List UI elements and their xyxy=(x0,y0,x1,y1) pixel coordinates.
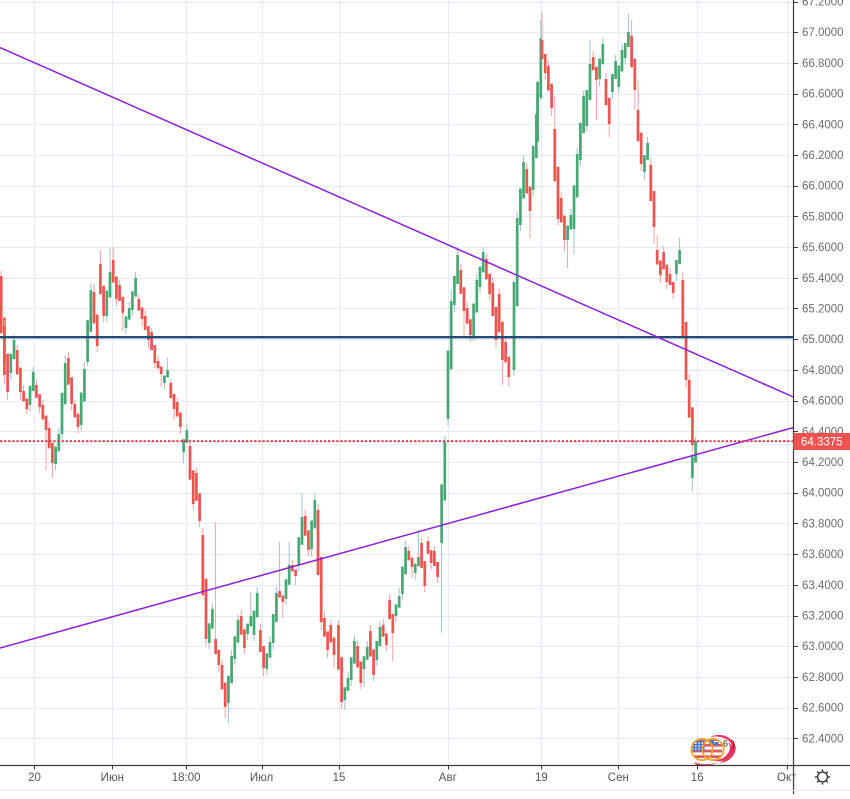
svg-text:66.4000: 66.4000 xyxy=(802,119,844,131)
svg-text:63.0000: 63.0000 xyxy=(802,641,844,653)
svg-text:Окт: Окт xyxy=(777,772,797,784)
svg-text:65.8000: 65.8000 xyxy=(802,211,844,223)
svg-text:66.2000: 66.2000 xyxy=(802,150,844,162)
svg-text:63.8000: 63.8000 xyxy=(802,518,844,530)
svg-text:18:00: 18:00 xyxy=(172,772,201,784)
svg-text:15: 15 xyxy=(333,772,346,784)
svg-text:63.2000: 63.2000 xyxy=(802,611,844,623)
svg-text:62.8000: 62.8000 xyxy=(802,672,844,684)
svg-text:Июл: Июл xyxy=(250,772,273,784)
svg-text:20: 20 xyxy=(28,772,41,784)
svg-text:65.6000: 65.6000 xyxy=(802,242,844,254)
svg-text:64.6000: 64.6000 xyxy=(802,396,844,408)
svg-text:Сен: Сен xyxy=(608,772,629,784)
svg-text:64.0000: 64.0000 xyxy=(802,488,844,500)
svg-text:66.8000: 66.8000 xyxy=(802,58,844,70)
svg-text:64.8000: 64.8000 xyxy=(802,365,844,377)
svg-text:62.4000: 62.4000 xyxy=(802,733,844,745)
svg-text:66.6000: 66.6000 xyxy=(802,89,844,101)
svg-text:65.4000: 65.4000 xyxy=(802,273,844,285)
svg-text:63.4000: 63.4000 xyxy=(802,580,844,592)
svg-text:65.0000: 65.0000 xyxy=(802,334,844,346)
svg-text:Авг: Авг xyxy=(439,772,457,784)
svg-text:67.0000: 67.0000 xyxy=(802,27,844,39)
svg-text:62.6000: 62.6000 xyxy=(802,703,844,715)
svg-text:64.3375: 64.3375 xyxy=(801,437,843,449)
svg-text:19: 19 xyxy=(535,772,548,784)
svg-text:64.2000: 64.2000 xyxy=(802,457,844,469)
svg-text:67.2000: 67.2000 xyxy=(802,0,844,9)
svg-text:66.0000: 66.0000 xyxy=(802,181,844,193)
svg-text:): ) xyxy=(732,739,735,749)
svg-text:65.2000: 65.2000 xyxy=(802,304,844,316)
svg-text:16: 16 xyxy=(691,772,704,784)
svg-text:Июн: Июн xyxy=(101,772,124,784)
svg-text:63.6000: 63.6000 xyxy=(802,549,844,561)
svg-text:6: 6 xyxy=(723,739,728,749)
